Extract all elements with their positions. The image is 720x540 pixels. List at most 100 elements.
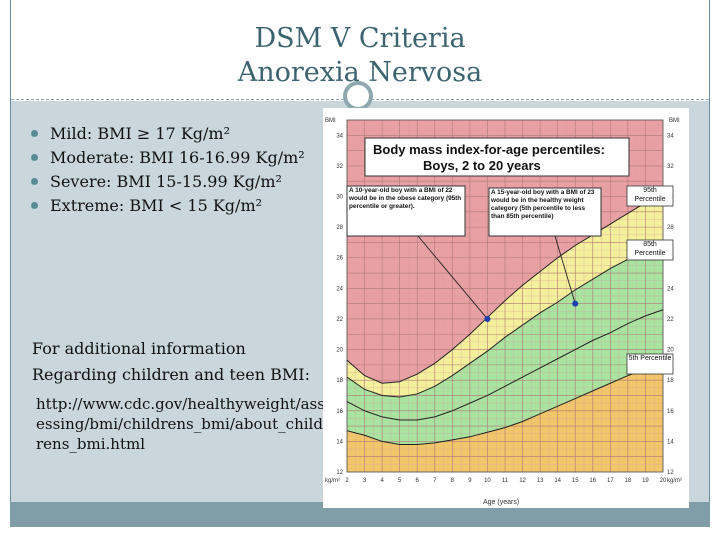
axis-unit-top-left: BMI — [325, 118, 336, 124]
y-tick-label-right: 14 — [667, 439, 674, 445]
criteria-text: Moderate: BMI 16-16.99 Kg/m² — [50, 148, 305, 167]
y-tick-label-left: 28 — [336, 225, 343, 231]
bullet-dot-icon — [31, 130, 38, 137]
x-tick-label: 6 — [416, 478, 420, 484]
x-tick-label: 11 — [502, 478, 509, 484]
y-tick-label-right: 22 — [667, 317, 674, 323]
y-tick-label-left: 12 — [336, 470, 343, 476]
y-tick-label-right: 18 — [667, 378, 674, 384]
bmi-chart-svg: 1212141416161818202022222424262628283030… — [323, 108, 689, 508]
criteria-item-severe: Severe: BMI 15-15.99 Kg/m² — [28, 170, 305, 194]
x-tick-label: 17 — [607, 478, 614, 484]
chart-callouts: Body mass index-for-age percentiles: Boy… — [325, 118, 682, 506]
x-tick-label: 12 — [519, 478, 526, 484]
y-tick-label-right: 12 — [667, 470, 674, 476]
slide-frame-left — [10, 0, 11, 527]
criteria-text: Mild: BMI ≥ 17 Kg/m² — [50, 124, 230, 143]
y-tick-label-left: 18 — [336, 378, 343, 384]
x-tick-label: 10 — [484, 478, 491, 484]
axis-unit-top-right: BMI — [669, 118, 680, 124]
label-85-text: 85th Percentile — [634, 241, 666, 257]
bmi-chart: 1212141416161818202022222424262628283030… — [323, 108, 689, 508]
y-tick-label-left: 14 — [336, 439, 343, 445]
y-tick-label-right: 24 — [667, 286, 674, 292]
x-tick-label: 8 — [451, 478, 455, 484]
criteria-text: Extreme: BMI < 15 Kg/m² — [50, 196, 263, 215]
x-tick-label: 15 — [572, 478, 579, 484]
x-tick-label: 14 — [554, 478, 561, 484]
callout-leader-line — [417, 235, 488, 320]
y-tick-label-left: 16 — [336, 409, 343, 415]
chart-title-box — [364, 137, 630, 177]
example-point — [572, 300, 579, 307]
percentile-95-line — [346, 191, 664, 384]
callout-1: A 10-year-old boy with a BMI of 22 would… — [349, 187, 462, 210]
slide-title: DSM V Criteria Anorexia Nervosa — [11, 22, 709, 90]
criteria-list: Mild: BMI ≥ 17 Kg/m² Moderate: BMI 16-16… — [28, 122, 305, 218]
cdc-link[interactable]: http://www.cdc.gov/healthyweight/assessi… — [36, 395, 325, 453]
chart-title-line1: Body mass index-for-age percentiles: — [373, 142, 605, 157]
callout-1-text: A 10-year-old boy with a BMI of 22 would… — [349, 187, 462, 210]
additional-info: For additional information Regarding chi… — [32, 336, 310, 388]
callout-box-1 — [346, 185, 466, 237]
y-tick-label-left: 26 — [336, 256, 343, 262]
x-axis-label: Age (years) — [483, 499, 519, 506]
x-tick-label: 18 — [625, 478, 632, 484]
x-tick-label: 7 — [433, 478, 437, 484]
callout-box-2 — [488, 187, 602, 237]
bullet-dot-icon — [31, 178, 38, 185]
y-tick-label-left: 20 — [336, 348, 343, 354]
x-tick-label: 13 — [537, 478, 544, 484]
y-tick-label-right: 16 — [667, 409, 674, 415]
callout-2: A 15-year-old boy with a BMI of 23 would… — [491, 189, 595, 220]
label-85: 85th Percentile — [634, 241, 666, 257]
y-tick-label-left: 34 — [336, 133, 343, 139]
axis-unit-bottom-left: kg/m² — [325, 478, 340, 484]
label-5: 5th Percentile — [628, 355, 672, 362]
info-line2: Regarding children and teen BMI: — [32, 365, 310, 384]
percentile-5-line — [346, 362, 664, 445]
y-tick-label-left: 22 — [336, 317, 343, 323]
y-tick-label-right: 20 — [667, 348, 674, 354]
example-point — [484, 315, 491, 322]
chart-title-line2: Boys, 2 to 20 years — [423, 158, 541, 173]
criteria-item-extreme: Extreme: BMI < 15 Kg/m² — [28, 194, 305, 218]
criteria-item-mild: Mild: BMI ≥ 17 Kg/m² — [28, 122, 305, 146]
x-tick-label: 9 — [468, 478, 472, 484]
callout-2-text: A 15-year-old boy with a BMI of 23 would… — [491, 189, 595, 220]
label-box-5 — [626, 353, 674, 375]
x-tick-label: 20 — [660, 478, 667, 484]
callout-leader-line — [554, 235, 576, 304]
label-5-text: 5th Percentile — [628, 355, 672, 362]
label-95: 95th Percentile — [634, 187, 666, 203]
divider-ring-ornament — [343, 81, 373, 111]
example-points — [417, 235, 579, 322]
label-box-95 — [626, 185, 674, 207]
x-tick-label: 19 — [642, 478, 649, 484]
y-tick-label-right: 34 — [667, 133, 674, 139]
y-tick-label-left: 32 — [336, 164, 343, 170]
y-tick-label-left: 24 — [336, 286, 343, 292]
percentile-lines — [346, 191, 664, 445]
y-tick-label-right: 32 — [667, 164, 674, 170]
criteria-item-moderate: Moderate: BMI 16-16.99 Kg/m² — [28, 146, 305, 170]
slide-frame-right — [709, 0, 710, 527]
plot-border — [346, 119, 664, 473]
bullet-dot-icon — [31, 154, 38, 161]
axis-unit-bottom-right: kg/m² — [667, 478, 682, 484]
slide-title-line1: DSM V Criteria — [254, 23, 466, 54]
label-box-85 — [626, 239, 674, 261]
criteria-text: Severe: BMI 15-15.99 Kg/m² — [50, 172, 282, 191]
label-95-text: 95th Percentile — [634, 187, 666, 203]
y-tick-label-left: 30 — [336, 195, 343, 201]
x-tick-label: 4 — [380, 478, 384, 484]
x-tick-label: 5 — [398, 478, 402, 484]
x-tick-label: 16 — [589, 478, 596, 484]
percentile-85-line — [346, 241, 664, 398]
x-tick-label: 3 — [363, 478, 367, 484]
percentile-50-line — [346, 309, 664, 421]
info-line1: For additional information — [32, 339, 246, 358]
bullet-dot-icon — [31, 202, 38, 209]
y-tick-label-right: 28 — [667, 225, 674, 231]
x-tick-label: 2 — [345, 478, 349, 484]
